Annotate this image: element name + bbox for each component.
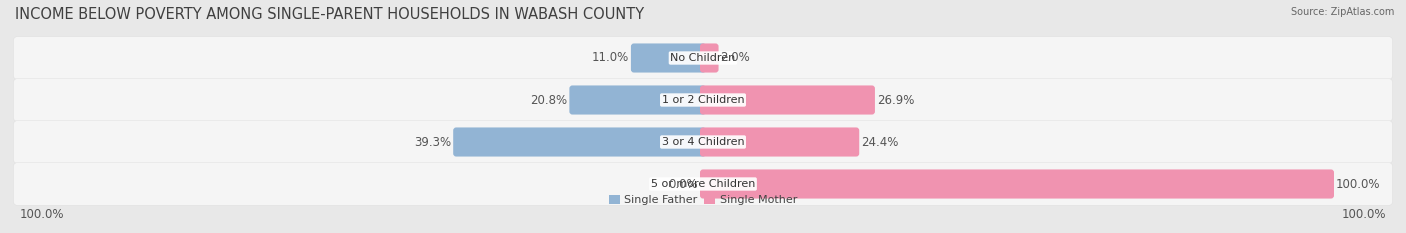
- FancyBboxPatch shape: [700, 127, 859, 157]
- Text: 0.0%: 0.0%: [668, 178, 697, 191]
- FancyBboxPatch shape: [700, 86, 875, 115]
- Text: 3 or 4 Children: 3 or 4 Children: [662, 137, 744, 147]
- FancyBboxPatch shape: [700, 169, 1334, 199]
- FancyBboxPatch shape: [14, 37, 1392, 79]
- Text: 100.0%: 100.0%: [1341, 209, 1386, 222]
- Text: No Children: No Children: [671, 53, 735, 63]
- Text: 11.0%: 11.0%: [592, 51, 628, 65]
- FancyBboxPatch shape: [14, 79, 1392, 121]
- FancyBboxPatch shape: [569, 86, 706, 115]
- Text: 39.3%: 39.3%: [415, 136, 451, 148]
- FancyBboxPatch shape: [631, 43, 706, 72]
- Text: 20.8%: 20.8%: [530, 93, 568, 106]
- Text: 24.4%: 24.4%: [862, 136, 898, 148]
- Text: 26.9%: 26.9%: [877, 93, 914, 106]
- Text: 5 or more Children: 5 or more Children: [651, 179, 755, 189]
- FancyBboxPatch shape: [14, 121, 1392, 163]
- Legend: Single Father, Single Mother: Single Father, Single Mother: [605, 190, 801, 209]
- Text: 100.0%: 100.0%: [1336, 178, 1381, 191]
- FancyBboxPatch shape: [700, 43, 718, 72]
- Text: INCOME BELOW POVERTY AMONG SINGLE-PARENT HOUSEHOLDS IN WABASH COUNTY: INCOME BELOW POVERTY AMONG SINGLE-PARENT…: [15, 7, 644, 22]
- FancyBboxPatch shape: [453, 127, 706, 157]
- Text: 1 or 2 Children: 1 or 2 Children: [662, 95, 744, 105]
- Text: Source: ZipAtlas.com: Source: ZipAtlas.com: [1291, 7, 1393, 17]
- Text: 100.0%: 100.0%: [20, 209, 65, 222]
- FancyBboxPatch shape: [14, 163, 1392, 205]
- Text: 2.0%: 2.0%: [720, 51, 751, 65]
